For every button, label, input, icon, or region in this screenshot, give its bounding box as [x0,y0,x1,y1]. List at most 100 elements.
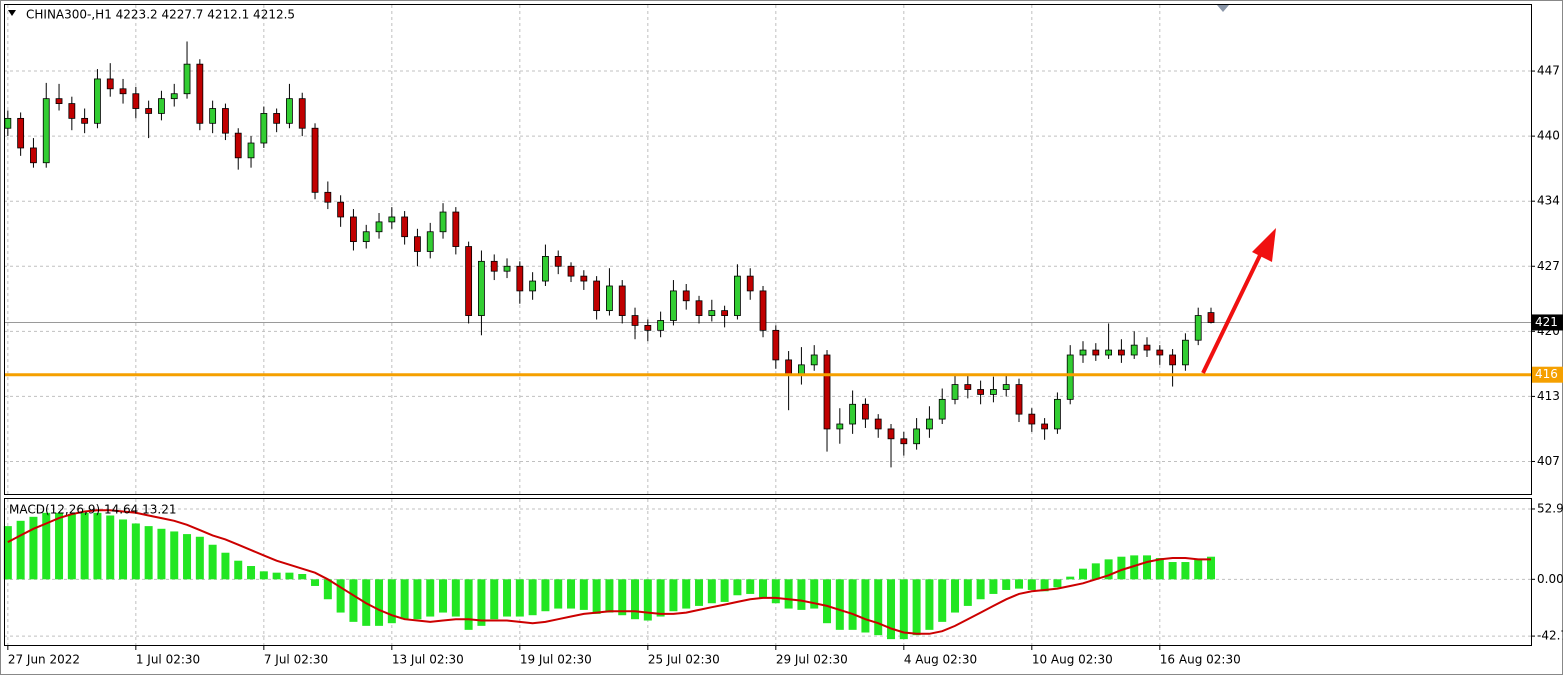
arrow-head [1252,228,1276,262]
macd-bar [541,579,550,612]
x-tick-label: 10 Aug 02:30 [1032,653,1113,667]
macd-bar [797,579,806,610]
grid-layer [4,5,1531,645]
macd-bar [1130,555,1139,580]
candle-body [183,63,191,95]
candle-body [4,117,12,129]
macd-bar [349,579,358,622]
candle-body [1118,349,1125,356]
macd-bar [426,579,435,617]
menu-triangle[interactable] [8,10,16,16]
candle-body [401,216,409,238]
macd-bar [707,579,716,604]
candle-body [1105,349,1113,356]
macd-bar [144,526,153,580]
macd-bar [695,579,704,606]
candle-body [926,418,933,430]
candle-body [17,117,25,149]
macd-bar [618,579,627,616]
macd-bar [682,579,691,609]
macd-bar [336,579,345,613]
macd-bar [938,579,947,622]
candle-body [708,310,716,316]
macd-bar [170,531,179,580]
candle-body [478,260,485,316]
candle-body [977,389,985,395]
macd-bar [592,579,601,614]
candle-body [887,428,895,440]
macd-bar [733,579,742,596]
mark-layer [3,41,1531,640]
macd-bar [439,579,448,613]
macd-bar [951,579,960,613]
candle-body [490,260,498,272]
x-tick-label: 13 Jul 02:30 [392,653,464,667]
trend-arrow [1201,228,1276,374]
candle-body [823,354,831,430]
macd-bar [1040,579,1049,592]
macd-bar [1104,559,1113,580]
candle-body [55,98,63,104]
candle-body [414,236,421,252]
candle-body [375,221,383,233]
macd-bar [387,579,396,624]
macd-bar [1002,579,1011,590]
x-tick-label: 1 Jul 02:30 [136,653,200,667]
candle-body [1194,315,1202,341]
macd-bar [157,528,166,580]
candle-body [1066,354,1074,400]
macd-bar [119,519,128,580]
macd-bar [579,579,588,610]
macd-bar [55,512,64,580]
candle-body [298,98,306,129]
macd-bar [631,579,640,620]
macd-bar [16,520,25,580]
macd-bar [746,579,755,594]
chart-title: CHINA300-,H1 4223.2 4227.7 4212.1 4212.5 [26,8,295,22]
macd-bar [3,526,12,580]
y-tick-label: -42.7 [1537,629,1563,643]
macd-bar [1027,579,1036,590]
candle-body [721,310,729,316]
macd-panel [4,498,1532,646]
x-tick-label: 16 Aug 02:30 [1160,653,1241,667]
candle-body [1002,384,1010,390]
candle-body [695,300,703,316]
candle-body [196,63,204,124]
candle-body [426,231,434,252]
candle-body [42,98,50,164]
candle-body [529,280,537,292]
macd-bar [567,579,576,609]
candle-body [554,256,562,267]
candle-body [1028,413,1036,425]
candle-body [516,265,524,292]
macd-bar [311,579,320,586]
support-label-box [1532,366,1563,383]
candle-body [593,280,601,312]
macd-bar [1194,559,1203,580]
macd-bar [810,579,819,609]
candle-body [580,275,588,282]
macd-bar [221,552,230,580]
candle-body [772,329,780,361]
candle-body [1092,349,1100,356]
candle-body [964,384,972,390]
macd-bar [784,579,793,609]
candle-body [350,216,357,243]
candle-body [900,438,908,445]
macd-bar [285,572,294,580]
macd-bar [131,523,140,580]
candle-body [542,256,549,282]
macd-bar [1168,562,1177,580]
candle-body [119,88,127,95]
macd-bar [272,572,281,580]
macd-bar [67,514,76,580]
candle-body [644,325,652,331]
y-tick-label: 447 [1537,64,1560,78]
macd-bar [451,579,460,617]
candle-body [170,93,178,100]
macd-bar [771,579,780,604]
macd-title: MACD(12,26,9) 14.64 13.21 [9,503,176,517]
macd-bar [643,579,652,621]
